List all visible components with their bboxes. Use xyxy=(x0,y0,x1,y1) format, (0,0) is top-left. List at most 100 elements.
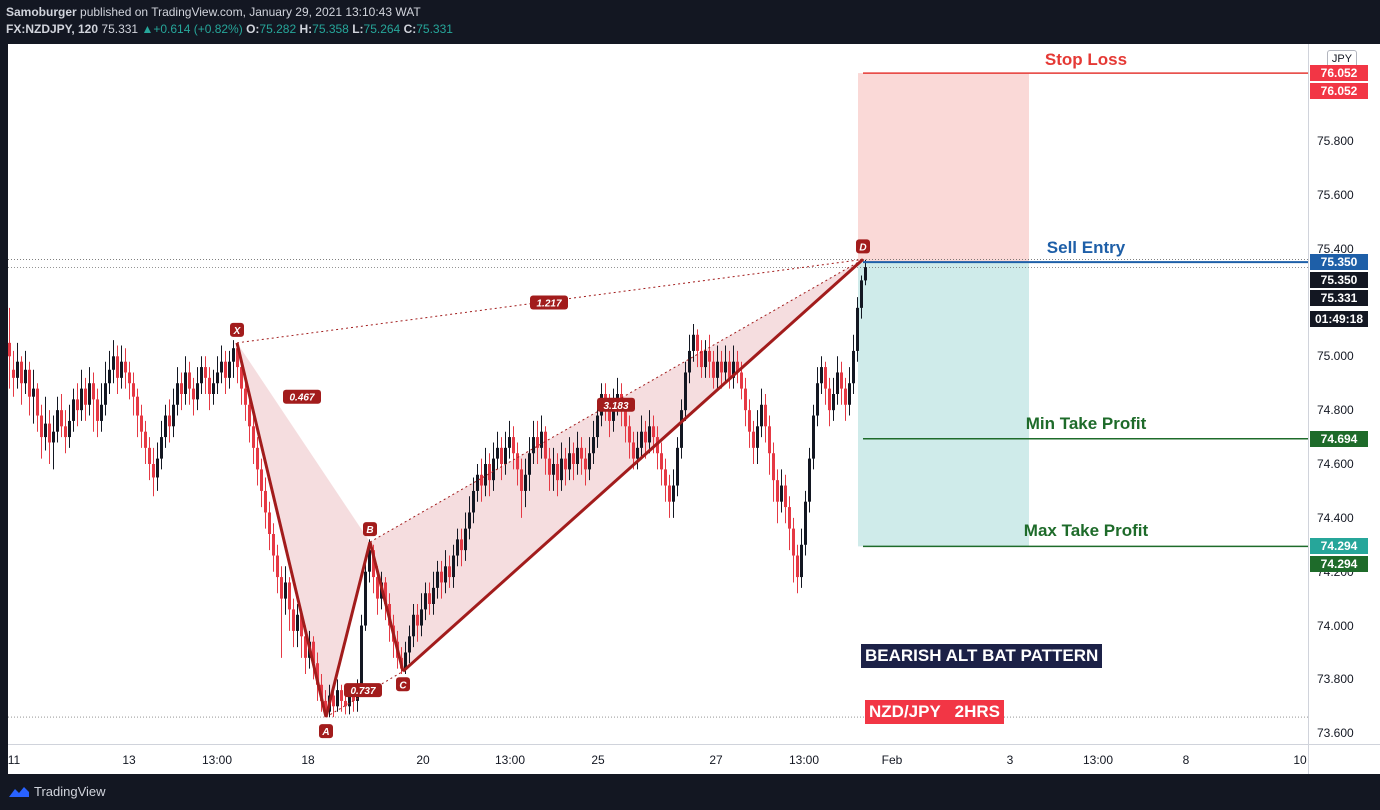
time-tick: 27 xyxy=(709,753,723,767)
chart-canvas[interactable]: X A B C D 0.467 0.737 3.183 1.217 xyxy=(8,44,1308,744)
candle-body xyxy=(72,399,75,421)
candle-body xyxy=(704,350,707,368)
candle-body xyxy=(132,383,135,397)
candle-body xyxy=(480,474,483,486)
candle-body xyxy=(572,453,575,464)
candle-body xyxy=(676,447,679,486)
open-value: 75.282 xyxy=(259,22,297,36)
time-axis[interactable]: 11 13 13:00 18 20 13:00 25 27 13:00 Feb 3 13:00 8 10 xyxy=(8,744,1308,774)
candle-body xyxy=(80,388,83,411)
candle-body xyxy=(96,399,99,421)
time-tick: 13:00 xyxy=(201,753,233,767)
candle-body xyxy=(180,383,183,394)
candle-body xyxy=(680,410,683,448)
price-tick: 75.000 xyxy=(1317,349,1354,364)
candle-body xyxy=(348,695,351,707)
candle-body xyxy=(752,431,755,448)
candle-body xyxy=(452,555,455,578)
low-value: 75.264 xyxy=(363,22,401,36)
candle-body xyxy=(336,690,339,707)
pattern-title-label: BEARISH ALT BAT PATTERN xyxy=(861,644,1103,668)
candle-body xyxy=(468,512,471,529)
time-tick: 3 xyxy=(1006,753,1014,767)
candle-body xyxy=(860,280,863,308)
candle-body xyxy=(112,356,115,370)
candle-body xyxy=(808,458,811,502)
time-tick: 20 xyxy=(416,753,430,767)
leg-cd xyxy=(401,258,865,673)
candle-body xyxy=(484,464,487,486)
candle-body xyxy=(176,383,179,405)
candle-body xyxy=(544,431,547,459)
candle-body xyxy=(32,388,35,397)
max-take-profit-label: Max Take Profit xyxy=(1023,521,1149,540)
time-tick: 10 xyxy=(1293,753,1307,767)
ratio-label: 0.467 xyxy=(289,393,314,404)
candle-body xyxy=(244,388,247,405)
candle-body xyxy=(240,367,243,389)
candle-body xyxy=(444,566,447,583)
candle-body xyxy=(156,458,159,478)
price-tag: 74.694 xyxy=(1310,430,1368,447)
candle-body xyxy=(48,423,51,443)
candle-body xyxy=(776,480,779,502)
candle-body xyxy=(504,447,507,464)
pattern-point-a xyxy=(319,724,333,739)
candle-body xyxy=(800,544,803,578)
candle-body xyxy=(172,404,175,427)
candle-body xyxy=(836,372,839,394)
candle-body xyxy=(84,388,87,405)
candle-body xyxy=(492,458,495,481)
tradingview-logo[interactable]: TradingView xyxy=(8,784,106,799)
open-label: O: xyxy=(246,22,260,36)
price-axis[interactable]: JPY 73.60073.80074.00074.20074.40074.600… xyxy=(1308,44,1380,744)
candle-body xyxy=(584,458,587,470)
candle-body xyxy=(324,700,327,712)
candle-body xyxy=(228,361,231,378)
candle-body xyxy=(68,420,71,438)
candle-body xyxy=(716,361,719,378)
tradingview-brand: TradingView xyxy=(34,784,106,799)
candle-body xyxy=(92,383,95,400)
candle-body xyxy=(312,641,315,664)
chart-plot-area[interactable]: X A B C D 0.467 0.737 3.183 1.217 Stop Loss Sell… xyxy=(8,44,1308,744)
candle-body xyxy=(556,464,559,481)
author-name[interactable]: Samoburger xyxy=(6,5,77,19)
candle-body xyxy=(464,528,467,551)
candle-body xyxy=(612,404,615,421)
ratio-label: 0.737 xyxy=(350,686,375,697)
price-tag: 01:49:18 xyxy=(1310,311,1368,328)
candle-body xyxy=(824,367,827,389)
candle-body xyxy=(296,614,299,631)
candle-body xyxy=(652,426,655,438)
pair-timeframe-label: NZD/JPY 2HRS xyxy=(865,700,1005,724)
candle-body xyxy=(560,458,563,481)
symbol-label[interactable]: FX:NZDJPY, 120 xyxy=(6,22,99,36)
price-change: +0.614 (+0.82%) xyxy=(153,22,243,36)
currency-button[interactable]: JPY xyxy=(1327,50,1357,68)
candle-body xyxy=(812,415,815,459)
candle-body xyxy=(640,431,643,448)
candle-body xyxy=(76,399,79,411)
price-tick: 74.600 xyxy=(1317,457,1354,471)
candle-body xyxy=(184,372,187,394)
leg-ab xyxy=(324,541,372,718)
candle-body xyxy=(736,361,739,373)
candle-body xyxy=(236,348,239,368)
candle-body xyxy=(148,447,151,464)
reward-zone xyxy=(858,262,1029,547)
candle-body xyxy=(524,474,527,491)
pattern-point-label: C xyxy=(399,680,407,691)
candle-body xyxy=(428,593,431,604)
candle-body xyxy=(472,490,475,513)
candle-body xyxy=(664,469,667,486)
published-info: published on TradingView.com, January 29… xyxy=(80,5,421,19)
pattern-point-x xyxy=(230,322,244,337)
candle-body xyxy=(304,636,307,658)
time-tick: 8 xyxy=(1182,753,1190,767)
candle-body xyxy=(508,437,511,448)
candle-body xyxy=(476,474,479,491)
candle-body xyxy=(352,695,355,701)
candle-body xyxy=(20,361,23,384)
candle-body xyxy=(700,350,703,368)
